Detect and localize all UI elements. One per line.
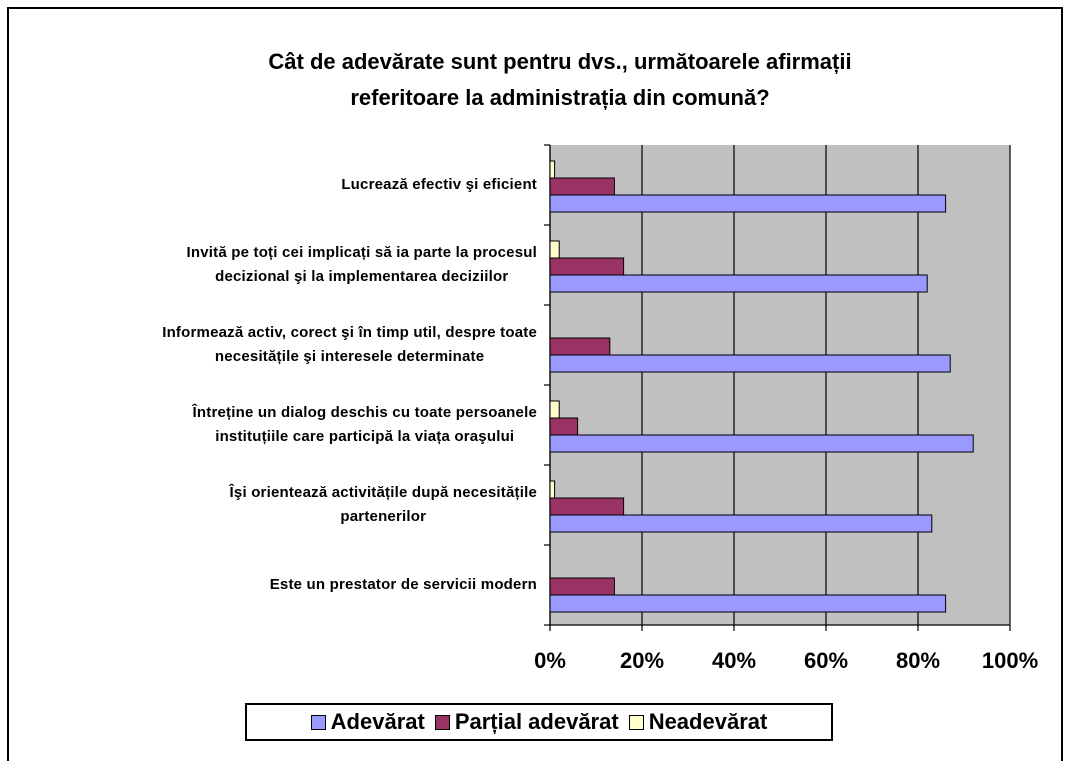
bar — [549, 417, 579, 436]
bar — [549, 160, 556, 179]
bar — [549, 577, 615, 596]
bar — [549, 497, 625, 516]
legend-item: Adevărat — [310, 709, 425, 735]
bar — [549, 594, 947, 613]
plot-area — [550, 145, 1010, 625]
x-tick-label: 60% — [803, 648, 849, 673]
x-tick-label: 100% — [981, 648, 1039, 673]
bar — [549, 177, 615, 196]
bar — [549, 337, 611, 356]
category-label: Întreține un dialog deschis cu toate per… — [192, 404, 537, 445]
legend-swatch — [310, 714, 326, 730]
legend-swatch — [628, 714, 644, 730]
x-tick-label: 80% — [895, 648, 941, 673]
x-tick-label: 20% — [619, 648, 665, 673]
bar — [549, 194, 947, 213]
legend: Adevărat Parțial adevărat Neadevărat — [245, 703, 833, 741]
bar — [549, 434, 974, 453]
x-tick-label: 40% — [711, 648, 757, 673]
bar — [549, 240, 560, 259]
bar — [549, 354, 951, 373]
category-label: Invită pe toți cei implicați să ia parte… — [186, 244, 537, 285]
frame — [7, 7, 1063, 761]
category-label: Este un prestator de servicii modern — [269, 576, 537, 593]
chart-title: Cât de adevărate sunt pentru dvs., următ… — [268, 49, 852, 110]
legend-label: Parțial adevărat — [454, 709, 619, 734]
legend-label: Neadevărat — [648, 709, 768, 734]
x-tick-label: 0% — [534, 648, 566, 673]
legend-item: Neadevărat — [628, 709, 768, 735]
category-label: Îşi orientează activitățile după necesit… — [229, 484, 537, 525]
category-label: Informează activ, corect şi în timp util… — [162, 324, 537, 365]
legend-swatch — [434, 714, 450, 730]
bar — [549, 480, 556, 499]
legend-item: Parțial adevărat — [434, 709, 619, 735]
bar — [549, 514, 933, 533]
category-label: Lucrează efectiv şi eficient — [341, 176, 537, 193]
bar — [549, 400, 560, 419]
bar — [549, 274, 928, 293]
bar — [549, 257, 625, 276]
legend-label: Adevărat — [330, 709, 425, 734]
